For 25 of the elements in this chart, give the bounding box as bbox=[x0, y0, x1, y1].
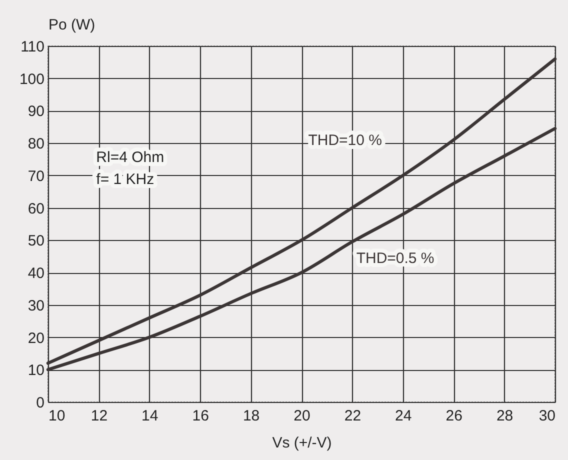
y-tick-label: 60 bbox=[28, 200, 44, 218]
y-tick-label: 90 bbox=[28, 103, 44, 120]
y-tick-label: 10 bbox=[28, 362, 44, 380]
y-tick-label: 50 bbox=[28, 232, 44, 250]
y-tick-label: 70 bbox=[28, 168, 44, 185]
y-tick-label: 100 bbox=[19, 70, 44, 88]
y-tick-label: 30 bbox=[28, 297, 44, 314]
x-tick-label: 28 bbox=[496, 408, 514, 424]
x-tick-label: 24 bbox=[395, 408, 412, 424]
y-tick-label: 80 bbox=[28, 136, 44, 153]
x-tick-label: 12 bbox=[90, 408, 108, 424]
y-tick-label: 0 bbox=[36, 394, 44, 412]
x-tick-label: 14 bbox=[142, 408, 158, 424]
y-tick-label: 110 bbox=[20, 38, 44, 56]
y-axis-title: Po (W) bbox=[48, 16, 96, 34]
x-tick-label: 16 bbox=[192, 408, 209, 424]
x-tick-label: 26 bbox=[446, 408, 462, 424]
x-tick-label: 20 bbox=[294, 408, 310, 424]
x-tick-label: 22 bbox=[344, 408, 362, 424]
x-tick-label: 30 bbox=[538, 408, 556, 424]
y-tick-label: 20 bbox=[28, 330, 44, 347]
x-tick-label: 18 bbox=[242, 408, 260, 424]
y-tick-label: 40 bbox=[28, 265, 44, 282]
x-tick-label: 10 bbox=[48, 408, 66, 424]
x-axis-title: Vs (+/-V) bbox=[272, 434, 332, 452]
